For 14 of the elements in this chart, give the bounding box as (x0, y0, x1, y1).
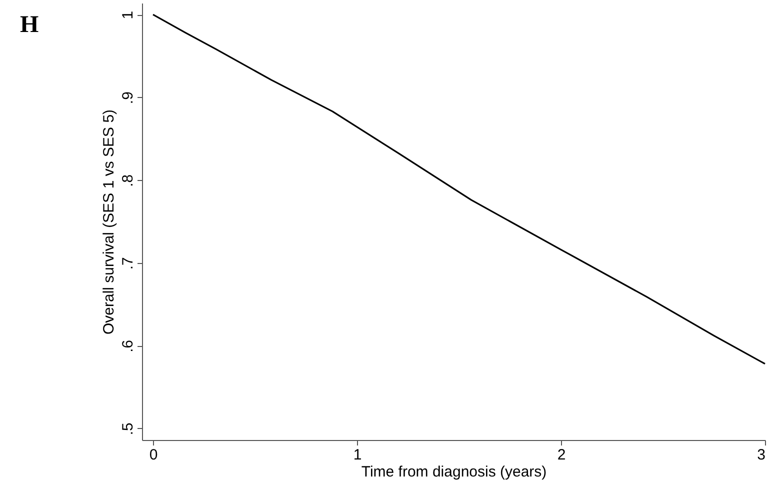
x-tick-label: 2 (557, 446, 566, 464)
x-tick-label: 1 (353, 446, 362, 464)
x-axis-title: Time from diagnosis (years) (361, 464, 547, 480)
y-tick-label: .9 (120, 92, 136, 104)
line-series (152, 14, 766, 365)
x-tick-label: 3 (757, 446, 766, 464)
chart-title: H (20, 12, 39, 38)
y-tick-label: .8 (120, 174, 136, 187)
y-tick-label: .6 (120, 340, 136, 352)
y-tick-label: .7 (120, 257, 136, 270)
y-tick-label: 1 (120, 10, 136, 20)
x-tick-label: 0 (149, 446, 158, 464)
y-axis-title: Overall survival (SES 1 vs SES 5) (100, 109, 118, 335)
y-tick-label: .5 (120, 422, 136, 436)
